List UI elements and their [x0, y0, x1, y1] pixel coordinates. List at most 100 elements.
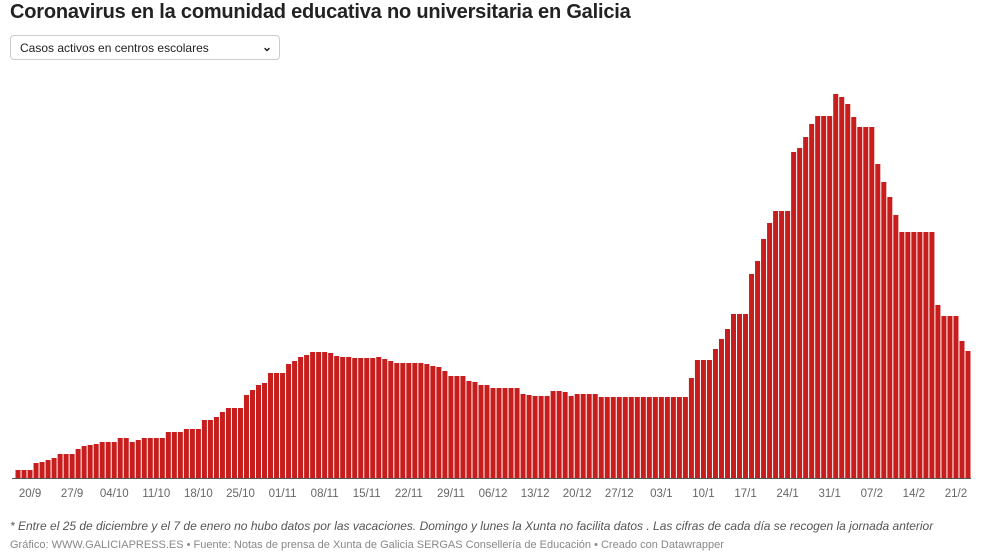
footnote: * Entre el 25 de diciembre y el 7 de ene…	[10, 519, 934, 533]
bar	[33, 463, 39, 478]
bar	[231, 408, 237, 478]
bar	[556, 391, 562, 478]
bar	[544, 396, 550, 478]
bar	[821, 116, 827, 478]
bar	[135, 440, 141, 478]
x-tick-label: 03/1	[650, 488, 672, 500]
bar	[875, 164, 881, 478]
bar	[472, 382, 478, 478]
dropdown-selected-value: Casos activos en centros escolares	[20, 40, 209, 55]
bar	[688, 378, 694, 478]
bar	[893, 215, 899, 478]
bar	[574, 394, 580, 478]
bar	[706, 360, 712, 478]
x-tick-label: 01/11	[269, 488, 297, 500]
bar	[159, 438, 165, 478]
bar	[851, 117, 857, 478]
bar	[959, 341, 965, 478]
bar	[526, 395, 532, 478]
bar	[292, 361, 298, 478]
bar	[899, 232, 905, 478]
bar	[634, 397, 640, 478]
bar	[839, 97, 845, 478]
bar	[562, 392, 568, 478]
bar	[737, 314, 743, 478]
bar	[15, 470, 21, 478]
bar	[965, 351, 971, 478]
bar	[322, 352, 328, 478]
bar	[394, 363, 400, 478]
bar	[604, 397, 610, 478]
chevron-down-icon: ⌄	[261, 40, 272, 54]
bar	[761, 239, 767, 478]
bar	[147, 438, 153, 478]
bar	[382, 359, 388, 478]
bar	[791, 152, 797, 478]
bar	[520, 394, 526, 478]
bar	[460, 376, 466, 478]
bar	[400, 363, 406, 478]
x-tick-label: 20/12	[563, 488, 592, 500]
bar	[207, 420, 213, 478]
bar	[201, 420, 207, 478]
bar	[676, 397, 682, 478]
bar	[262, 383, 268, 478]
x-tick-label: 29/11	[437, 488, 465, 500]
bar	[123, 438, 129, 478]
bar	[538, 396, 544, 478]
bar	[490, 388, 496, 478]
bar	[616, 397, 622, 478]
bar	[81, 446, 87, 478]
bar	[598, 397, 604, 478]
bar	[646, 397, 652, 478]
bar	[219, 412, 225, 478]
bar	[640, 397, 646, 478]
bar	[256, 385, 262, 478]
bar	[274, 373, 280, 478]
bar	[195, 429, 201, 478]
bar	[827, 116, 833, 478]
bar	[863, 127, 869, 478]
bar	[75, 449, 81, 478]
bar	[105, 442, 111, 478]
bar	[845, 104, 851, 478]
bar	[484, 385, 490, 478]
bar	[141, 438, 147, 478]
bar	[694, 360, 700, 478]
bar	[670, 397, 676, 478]
bar	[183, 429, 189, 478]
bar	[286, 364, 292, 478]
bar	[177, 432, 183, 478]
bar	[310, 352, 316, 478]
bar	[532, 396, 538, 478]
bar	[21, 470, 27, 478]
bar	[785, 211, 791, 478]
x-tick-label: 10/1	[692, 488, 714, 500]
bar	[69, 454, 75, 478]
bar	[334, 356, 340, 478]
bar	[57, 454, 63, 478]
bar	[730, 314, 737, 478]
x-tick-label: 04/10	[100, 488, 129, 500]
metric-dropdown[interactable]: Casos activos en centros escolares ⌄	[10, 35, 280, 60]
bar	[93, 444, 99, 478]
bar	[478, 385, 484, 478]
bar	[436, 367, 442, 478]
bar	[779, 211, 785, 478]
bar	[935, 305, 941, 478]
x-tick-label: 27/12	[605, 488, 634, 500]
bar	[755, 261, 761, 478]
bar	[99, 442, 105, 478]
bar	[466, 381, 472, 478]
bar	[316, 352, 322, 478]
bar	[442, 371, 448, 478]
x-tick-label: 24/1	[776, 488, 798, 500]
bar	[346, 357, 352, 478]
bar	[364, 358, 370, 478]
bar	[430, 366, 436, 478]
bar	[622, 397, 628, 478]
bar	[767, 223, 773, 478]
x-tick-label: 07/2	[861, 488, 883, 500]
bar	[869, 127, 875, 478]
bar	[424, 364, 430, 478]
